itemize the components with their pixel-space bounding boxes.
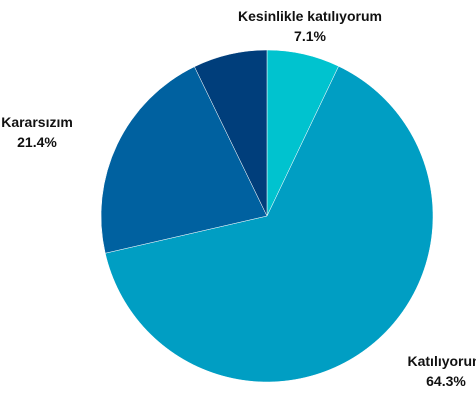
slice-label-kesinlikle-katiliyorum: Kesinlikle katılıyorum 7.1%	[238, 6, 382, 46]
slice-label-katiliyorum: Katılıyorum 64.3%	[407, 351, 476, 391]
slice-label-name: Kesinlikle katılıyorum	[238, 6, 382, 26]
slice-label-value: 64.3%	[407, 371, 476, 391]
slice-label-name: Katılıyorum	[407, 351, 476, 371]
slice-label-value: 7.1%	[238, 26, 382, 46]
slice-label-name: Kararsızım	[1, 112, 73, 132]
slice-label-kararsizim: Kararsızım 21.4%	[1, 112, 73, 152]
slice-label-value: 21.4%	[1, 132, 73, 152]
